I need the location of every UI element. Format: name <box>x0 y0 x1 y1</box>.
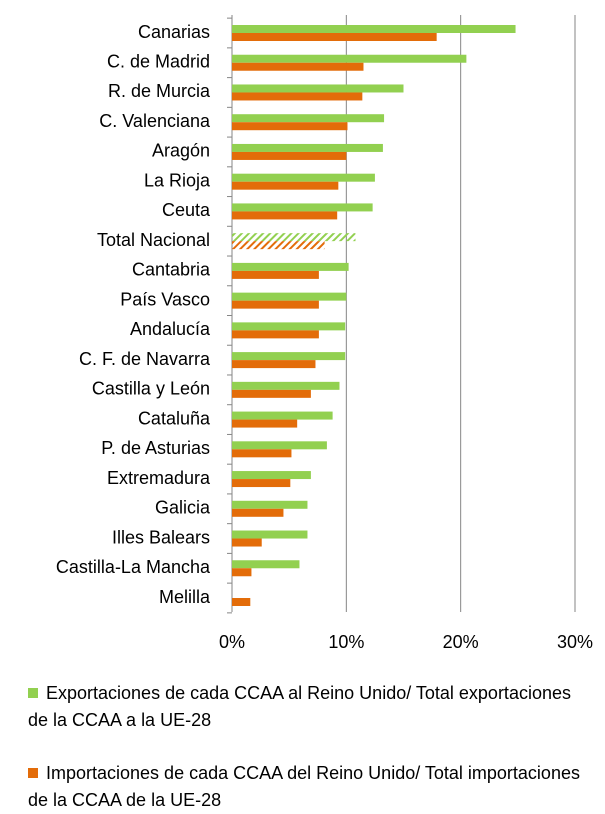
bar <box>232 419 298 428</box>
bar <box>232 300 319 309</box>
bar <box>232 33 437 41</box>
bar <box>232 233 356 242</box>
y-tick-label: R. de Murcia <box>108 81 211 101</box>
bar <box>232 500 308 509</box>
bar <box>232 530 308 539</box>
y-tick-label: Ceuta <box>162 200 211 220</box>
bar <box>232 479 291 488</box>
bar <box>232 568 252 577</box>
legend-label: Importaciones de cada CCAA del Reino Uni… <box>28 763 580 810</box>
bar <box>232 114 385 123</box>
bar <box>232 143 383 152</box>
y-tick-label: Total Nacional <box>97 230 210 250</box>
bar <box>232 62 364 71</box>
y-tick-label: Castilla-La Mancha <box>56 557 211 577</box>
chart: 0% 10% 20% 30% Canarias C. de Madrid R. de Mur… <box>56 15 593 652</box>
bar <box>232 181 339 190</box>
bar <box>232 262 349 271</box>
bar <box>232 151 347 160</box>
y-tick-label: País Vasco <box>120 289 210 309</box>
y-tick-label: Aragón <box>152 141 210 161</box>
y-tick-label: C. Valenciana <box>99 111 211 131</box>
bar <box>232 352 346 361</box>
bar <box>232 241 325 250</box>
bar <box>232 292 347 301</box>
bar <box>232 471 311 480</box>
bar <box>232 411 333 420</box>
x-tick-label: 30% <box>557 632 593 652</box>
bar <box>232 538 262 547</box>
bar <box>232 84 404 93</box>
bar <box>232 25 516 33</box>
bar <box>232 389 311 398</box>
legend-swatch <box>28 768 38 778</box>
x-tick-label: 10% <box>328 632 364 652</box>
legend-swatch <box>28 688 38 698</box>
bar <box>232 322 346 331</box>
bar <box>232 211 338 220</box>
y-tick-label: La Rioja <box>144 170 211 190</box>
bar <box>232 330 319 339</box>
y-tick-label: Extremadura <box>107 468 211 488</box>
y-tick-label: Andalucía <box>130 319 211 339</box>
y-tick-label: Cataluña <box>138 408 211 428</box>
legend-item: Exportaciones de cada CCAA al Reino Unid… <box>28 680 588 734</box>
y-tick-label: Castilla y León <box>92 379 210 399</box>
bar <box>232 360 316 369</box>
x-tick-label: 0% <box>219 632 245 652</box>
bar <box>232 122 348 131</box>
legend-item: Importaciones de cada CCAA del Reino Uni… <box>28 760 588 814</box>
bar <box>232 449 292 458</box>
bar <box>232 203 373 212</box>
bar <box>232 381 340 390</box>
legend-label: Exportaciones de cada CCAA al Reino Unid… <box>28 683 571 730</box>
x-tick-label: 20% <box>443 632 479 652</box>
bar <box>232 508 284 517</box>
y-tick-label: P. de Asturias <box>101 438 210 458</box>
bar <box>232 270 319 279</box>
y-tick-label: Illes Balears <box>112 527 210 547</box>
y-tick-label: C. de Madrid <box>107 51 210 71</box>
y-tick-label: Galicia <box>155 498 211 518</box>
bar <box>232 441 327 450</box>
bar <box>232 173 375 182</box>
bar <box>232 560 300 569</box>
y-tick-label: Melilla <box>159 587 211 607</box>
bar <box>232 54 467 63</box>
y-tick-label: Canarias <box>138 22 210 42</box>
y-tick-label: C. F. de Navarra <box>79 349 211 369</box>
bar <box>232 92 363 101</box>
bar <box>232 598 251 606</box>
y-tick-label: Cantabria <box>132 260 211 280</box>
